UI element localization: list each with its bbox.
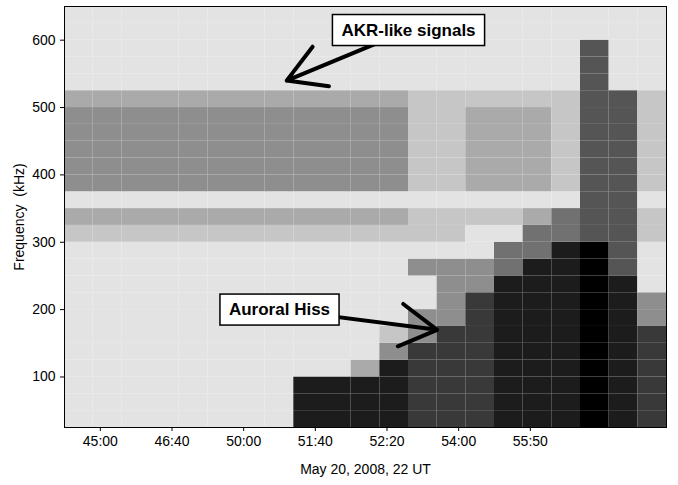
svg-text:400: 400	[32, 166, 56, 182]
svg-text:46:40: 46:40	[154, 433, 189, 449]
svg-text:45:00: 45:00	[83, 433, 118, 449]
svg-text:55:50: 55:50	[513, 433, 548, 449]
svg-text:600: 600	[32, 32, 56, 48]
svg-text:AKR-like signals: AKR-like signals	[341, 21, 475, 40]
svg-text:54:00: 54:00	[441, 433, 476, 449]
svg-text:50:00: 50:00	[226, 433, 261, 449]
svg-text:May 20, 2008, 22 UT: May 20, 2008, 22 UT	[300, 461, 431, 477]
svg-text:300: 300	[32, 234, 56, 250]
svg-text:Frequency (kHz): Frequency (kHz)	[11, 163, 27, 270]
svg-text:52:20: 52:20	[369, 433, 404, 449]
svg-text:500: 500	[32, 99, 56, 115]
svg-text:100: 100	[32, 368, 56, 384]
svg-text:51:40: 51:40	[298, 433, 333, 449]
svg-text:Auroral Hiss: Auroral Hiss	[229, 300, 330, 319]
svg-text:200: 200	[32, 301, 56, 317]
